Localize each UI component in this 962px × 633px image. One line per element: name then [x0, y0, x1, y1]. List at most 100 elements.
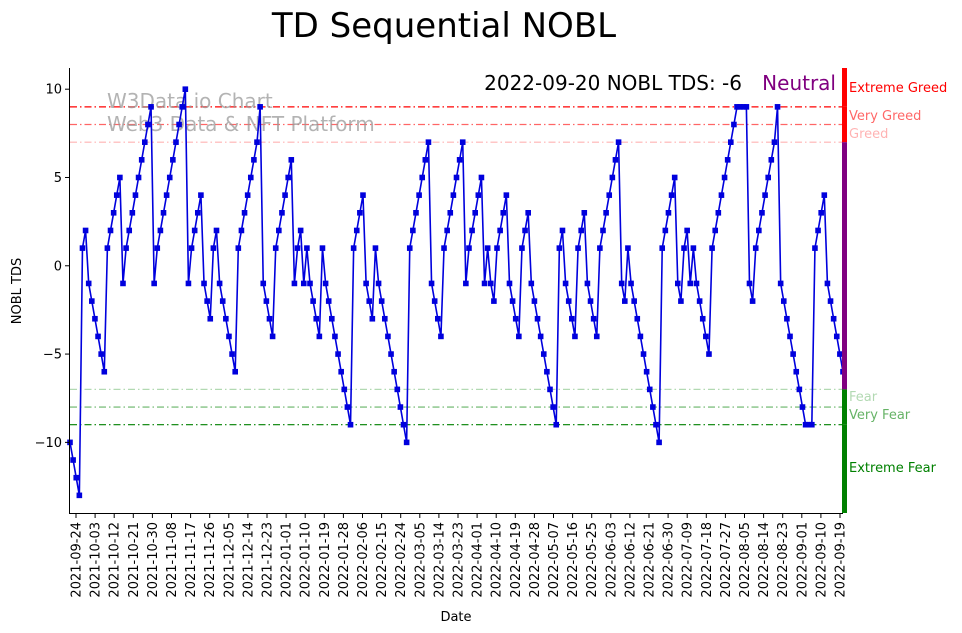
x-tick-label: 2021-11-26	[203, 522, 218, 598]
data-point	[110, 210, 117, 216]
data-point	[126, 227, 133, 234]
data-point	[724, 157, 731, 163]
x-tick-label: 2021-11-17	[184, 522, 199, 598]
data-point	[718, 192, 725, 198]
x-tick-label: 2021-12-23	[261, 522, 276, 598]
data-point	[481, 280, 488, 287]
data-point	[703, 333, 709, 340]
data-point	[512, 315, 519, 322]
x-tick-label: 2022-01-10	[299, 522, 314, 598]
data-point	[550, 404, 556, 410]
data-point	[780, 298, 787, 304]
data-point	[696, 298, 703, 304]
data-point	[294, 245, 301, 251]
data-point	[378, 298, 385, 304]
side-bar-segment-3	[842, 389, 847, 425]
x-tick-label: 2022-05-16	[566, 522, 581, 598]
data-point	[802, 421, 809, 428]
data-point	[104, 245, 111, 251]
data-point	[456, 157, 463, 163]
data-point	[587, 298, 594, 304]
data-point	[219, 298, 226, 304]
data-point	[229, 351, 235, 357]
data-point	[615, 139, 622, 145]
data-point	[385, 333, 391, 340]
data-point	[559, 227, 566, 234]
data-point	[752, 245, 759, 251]
data-point	[101, 368, 108, 375]
data-point	[372, 245, 379, 251]
data-point	[759, 210, 765, 216]
data-point	[618, 280, 625, 287]
data-point	[690, 245, 697, 251]
series-line	[69, 89, 844, 496]
x-tick-label: 2022-01-28	[337, 522, 352, 598]
series-markers	[67, 86, 846, 499]
data-point	[706, 351, 712, 357]
data-point	[516, 333, 522, 340]
data-point	[366, 298, 373, 304]
data-point	[740, 104, 747, 110]
data-point	[269, 333, 276, 340]
data-point	[297, 227, 304, 234]
x-tick-label: 2022-02-24	[394, 522, 409, 598]
data-point	[491, 298, 497, 304]
data-point	[73, 474, 80, 481]
threshold-label-fear: Fear	[849, 390, 878, 405]
data-point	[668, 192, 675, 198]
data-point	[606, 192, 613, 198]
data-point	[145, 121, 151, 128]
data-point	[238, 227, 245, 234]
data-point	[768, 157, 775, 163]
data-point	[291, 280, 298, 287]
data-point	[394, 386, 401, 393]
data-point	[562, 280, 569, 287]
data-point	[226, 333, 232, 340]
data-point	[503, 192, 510, 198]
data-point	[787, 333, 793, 340]
data-point	[182, 86, 189, 92]
data-point	[597, 245, 603, 251]
data-point	[444, 227, 450, 234]
data-point	[827, 298, 834, 304]
side-bar-segment-0	[842, 68, 847, 107]
data-point	[805, 421, 812, 428]
data-point	[425, 139, 432, 145]
annotation-text: 2022-09-20 NOBL TDS: -6	[484, 71, 742, 95]
data-point	[431, 298, 438, 304]
data-point	[157, 227, 164, 234]
x-tick-label: 2022-05-07	[547, 522, 562, 598]
x-tick-label: 2022-05-25	[585, 522, 600, 598]
data-point	[684, 227, 690, 234]
data-point	[117, 174, 123, 181]
data-point	[316, 333, 323, 340]
data-point	[120, 280, 126, 287]
data-point	[749, 298, 756, 304]
data-point	[653, 421, 659, 428]
data-point	[129, 210, 136, 216]
x-tick-label: 2022-09-10	[814, 522, 829, 598]
data-point	[709, 245, 715, 251]
data-point	[204, 298, 210, 304]
x-tick-label: 2021-12-14	[241, 522, 256, 598]
data-point	[777, 280, 784, 287]
data-point	[553, 421, 560, 428]
data-point	[506, 280, 513, 287]
series-path	[69, 89, 844, 496]
data-point	[646, 386, 653, 393]
x-tick-label: 2021-10-21	[127, 522, 142, 598]
data-point	[142, 139, 148, 145]
data-point	[693, 280, 700, 287]
data-point	[833, 333, 840, 340]
data-point	[201, 280, 207, 287]
x-tick-label: 2022-08-05	[738, 522, 753, 598]
data-point	[92, 315, 98, 322]
data-point	[428, 280, 435, 287]
data-point	[818, 210, 824, 216]
data-point	[774, 104, 781, 110]
data-point	[194, 210, 201, 216]
data-point	[416, 192, 422, 198]
data-point	[671, 174, 678, 181]
data-point	[603, 210, 609, 216]
